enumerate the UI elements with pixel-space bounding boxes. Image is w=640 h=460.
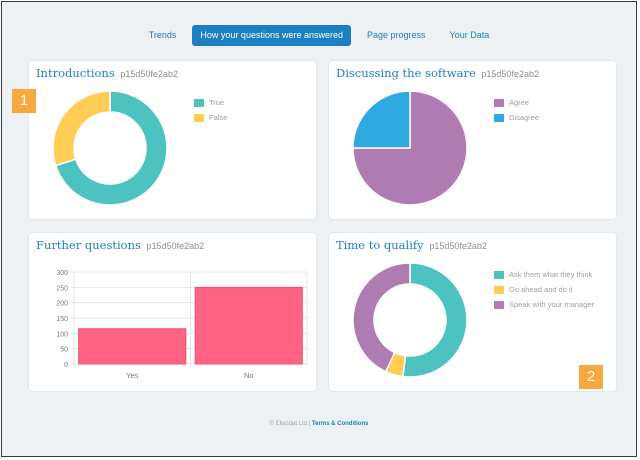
slice-speak-with-your-manager[interactable] (352, 262, 411, 373)
tab-how-questions-answered[interactable]: How your questions were answered (192, 25, 351, 46)
x-tick-label: Yes (126, 371, 138, 380)
legend-label: Agree (509, 98, 530, 107)
tab-trends[interactable]: Trends (148, 30, 177, 40)
legend-label: False (209, 113, 228, 122)
legend-swatch (494, 98, 504, 107)
card-discussing-software: Discussing the software p15d50fe2ab2 Agr… (329, 61, 616, 219)
card-introductions: Introductions p15d50fe2ab2 True False (29, 61, 316, 219)
legend-item-false[interactable]: False (194, 110, 227, 125)
y-tick-label: 50 (60, 347, 68, 354)
card-title-text: Time to qualify (336, 238, 424, 252)
legend-item-agree[interactable]: Agree (494, 95, 539, 110)
legend-label: Go ahead and do it (509, 285, 573, 294)
y-tick-label: 150 (56, 316, 68, 323)
y-tick-label: 300 (56, 270, 68, 277)
legend-swatch (494, 300, 504, 309)
chart-legend: Ask them what they think Go ahead and do… (494, 267, 594, 312)
nav-tabs: Trends How your questions were answered … (2, 25, 636, 46)
slice-agree[interactable] (352, 90, 468, 206)
legend-item-disagree[interactable]: Disagree (494, 110, 539, 125)
card-title: Time to qualify p15d50fe2ab2 (336, 238, 487, 252)
chart-legend: True False (194, 95, 227, 125)
footer-copyright: © Elucidat Ltd | (269, 421, 311, 427)
card-title-text: Discussing the software (336, 66, 476, 80)
y-tick-label: 0 (64, 362, 68, 369)
slice-ask-them-what-they-think[interactable] (402, 262, 468, 378)
card-question-id: p15d50fe2ab2 (120, 69, 178, 79)
legend-item-true[interactable]: True (194, 95, 227, 110)
y-tick-label: 250 (56, 285, 68, 292)
discussing-pie-chart (352, 90, 468, 206)
card-title: Introductions p15d50fe2ab2 (36, 66, 178, 80)
chart-legend: Agree Disagree (494, 95, 539, 125)
card-question-id: p15d50fe2ab2 (481, 69, 539, 79)
legend-swatch (194, 98, 204, 107)
legend-label: Ask them what they think (509, 270, 593, 279)
card-question-id: p15d50fe2ab2 (146, 241, 205, 251)
terms-link[interactable]: Terms & Conditions (311, 421, 369, 427)
legend-item-speak[interactable]: Speak with your manager (494, 297, 594, 312)
legend-swatch (194, 113, 204, 122)
step-badge-1: 1 (12, 89, 36, 113)
legend-swatch (494, 270, 504, 279)
card-title-text: Further questions (36, 238, 141, 252)
legend-label: Speak with your manager (509, 300, 595, 309)
card-time-to-qualify: Time to qualify p15d50fe2ab2 Ask them wh… (329, 233, 616, 391)
card-title: Further questions p15d50fe2ab2 (36, 238, 204, 252)
card-title: Discussing the software p15d50fe2ab2 (336, 66, 539, 80)
slice-true[interactable] (54, 90, 168, 206)
legend-label: Disagree (509, 113, 540, 122)
card-title-text: Introductions (36, 66, 115, 80)
tab-your-data[interactable]: Your Data (449, 30, 490, 40)
tab-page-progress[interactable]: Page progress (367, 30, 426, 40)
legend-item-go-ahead[interactable]: Go ahead and do it (494, 282, 594, 297)
introductions-doughnut-chart (52, 90, 168, 206)
slice-disagree[interactable] (352, 90, 411, 149)
card-further-questions: Further questions p15d50fe2ab2 0 50 100 150… (29, 233, 316, 391)
x-tick-label: No (244, 371, 254, 380)
footer: © Elucidat Ltd | Terms & Conditions (2, 421, 636, 427)
bar-yes[interactable] (78, 328, 187, 365)
legend-label: True (209, 98, 225, 107)
legend-item-ask[interactable]: Ask them what they think (494, 267, 594, 282)
y-tick-label: 100 (56, 331, 68, 338)
legend-swatch (494, 113, 504, 122)
slice-false[interactable] (52, 90, 111, 167)
further-questions-bar-chart: 0 50 100 150 200 250 300 Yes No (56, 270, 308, 380)
card-question-id: p15d50fe2ab2 (429, 241, 487, 251)
y-tick-label: 200 (56, 301, 68, 308)
step-badge-2: 2 (579, 365, 603, 389)
legend-swatch (494, 285, 504, 294)
bar-no[interactable] (194, 286, 303, 365)
time-to-qualify-doughnut-chart (352, 262, 468, 378)
